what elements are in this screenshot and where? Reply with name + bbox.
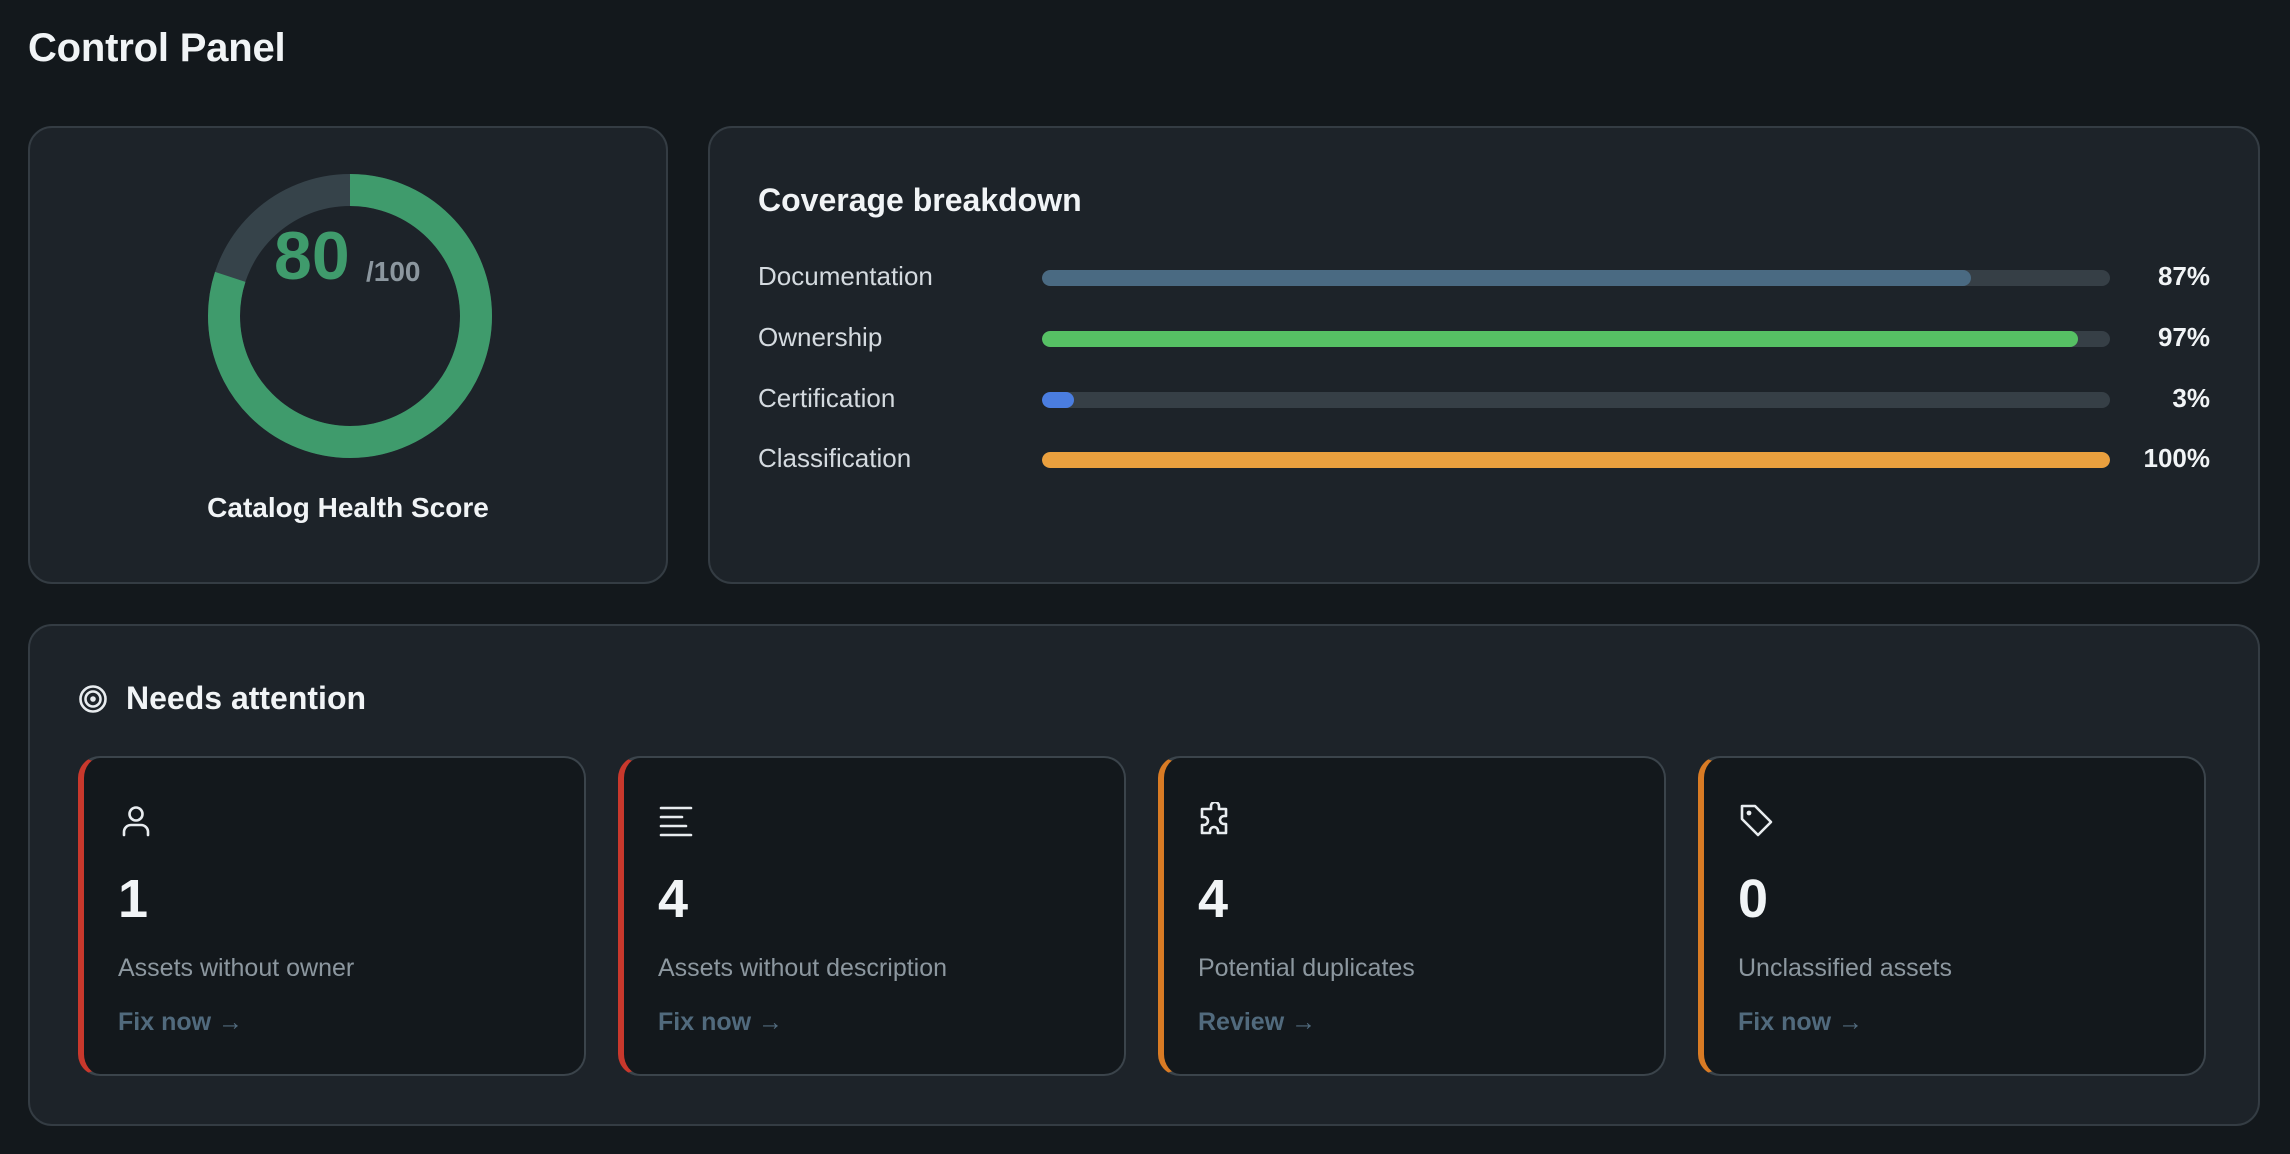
page-title: Control Panel — [28, 26, 286, 70]
metric-label: Documentation — [758, 261, 933, 291]
tag-icon — [1740, 804, 1773, 837]
metric-value: 87% — [2157, 261, 2210, 291]
metric-value: 100% — [2143, 443, 2211, 473]
coverage-title: Coverage breakdown — [758, 182, 1082, 218]
tile-count: 4 — [658, 869, 689, 929]
metric-fill — [1042, 331, 2078, 347]
tile-count: 1 — [118, 869, 149, 929]
needs-attention-card: Needs attention 1 Assets without owner F… — [28, 624, 2260, 1126]
health-score-label: Catalog Health Score — [207, 492, 489, 523]
coverage-breakdown-card: Coverage breakdown Documentation 87% Own… — [708, 126, 2260, 584]
attention-tile-unclassified[interactable]: 0 Unclassified assets Fix now → — [1698, 756, 2206, 1076]
tile-label: Assets without owner — [118, 954, 355, 982]
tile-label: Potential duplicates — [1198, 954, 1415, 982]
attention-tile-description[interactable]: 4 Assets without description Fix now → — [618, 756, 1126, 1076]
metric-row-ownership: Ownership 97% — [758, 319, 2210, 355]
tile-label: Assets without description — [658, 954, 948, 982]
tile-label: Unclassified assets — [1738, 954, 1952, 982]
metric-fill — [1042, 270, 1972, 286]
target-icon — [79, 685, 107, 713]
health-score-max: /100 — [366, 256, 421, 287]
metric-track — [1042, 270, 2110, 286]
review-link[interactable]: Review → — [1198, 1008, 1317, 1036]
health-score-value: 80 — [274, 218, 350, 294]
metric-fill — [1042, 392, 1075, 408]
health-score-donut — [208, 174, 492, 458]
metric-label: Classification — [758, 443, 912, 473]
puzzle-icon — [1200, 802, 1228, 835]
metric-label: Certification — [758, 383, 896, 413]
attention-tile-owner[interactable]: 1 Assets without owner Fix now → — [78, 756, 586, 1076]
metric-row-classification: Classification 100% — [758, 440, 2210, 476]
metric-track — [1042, 452, 2110, 468]
health-score-card: 80 /100 Catalog Health Score — [28, 126, 668, 584]
needs-attention-title: Needs attention — [126, 680, 367, 716]
metric-track — [1042, 331, 2110, 347]
metric-row-documentation: Documentation 87% — [758, 258, 2210, 294]
metric-value: 97% — [2157, 322, 2210, 352]
attention-tile-duplicates[interactable]: 4 Potential duplicates Review → — [1158, 756, 1666, 1076]
fix-now-link[interactable]: Fix now → — [1738, 1008, 1863, 1036]
tile-count: 4 — [1198, 869, 1229, 929]
fix-now-link[interactable]: Fix now → — [118, 1008, 243, 1036]
metric-value: 3% — [2172, 383, 2210, 413]
fix-now-link[interactable]: Fix now → — [658, 1008, 783, 1036]
donut-arc — [208, 174, 492, 458]
text-lines-icon — [659, 806, 693, 837]
metric-row-certification: Certification 3% — [758, 380, 2210, 416]
metric-fill — [1042, 452, 2110, 468]
metric-track — [1042, 392, 2110, 408]
tile-count: 0 — [1738, 869, 1769, 929]
user-icon — [122, 806, 150, 837]
metric-label: Ownership — [758, 322, 883, 352]
